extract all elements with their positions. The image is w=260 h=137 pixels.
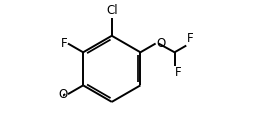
Text: O: O — [58, 88, 67, 101]
Text: F: F — [61, 37, 67, 50]
Text: F: F — [175, 66, 182, 79]
Text: F: F — [187, 32, 193, 45]
Text: Cl: Cl — [106, 4, 118, 17]
Text: O: O — [156, 37, 166, 50]
